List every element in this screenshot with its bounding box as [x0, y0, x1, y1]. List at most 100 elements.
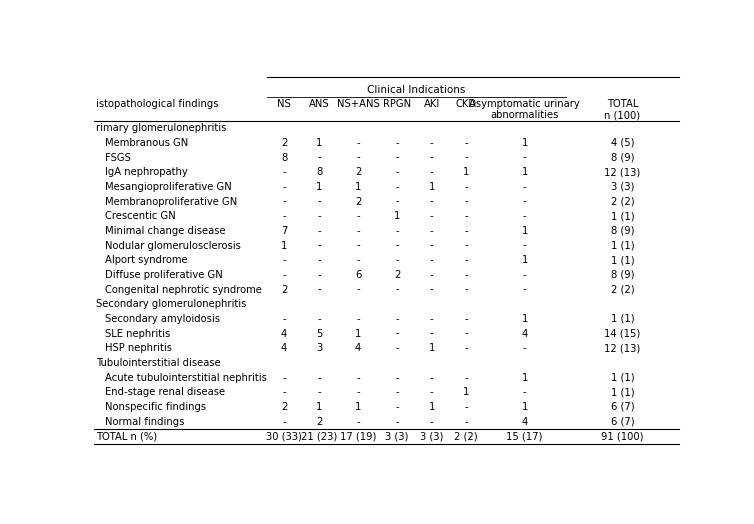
Text: CKD: CKD: [455, 99, 477, 109]
Text: 1: 1: [522, 314, 528, 324]
Text: -: -: [430, 285, 434, 294]
Text: -: -: [317, 211, 321, 221]
Text: -: -: [395, 167, 399, 177]
Text: -: -: [430, 387, 434, 397]
Text: -: -: [317, 270, 321, 280]
Text: -: -: [464, 402, 467, 412]
Text: Congenital nephrotic syndrome: Congenital nephrotic syndrome: [105, 285, 262, 294]
Text: AKI: AKI: [424, 99, 440, 109]
Text: -: -: [430, 241, 434, 250]
Text: Normal findings: Normal findings: [105, 417, 184, 427]
Text: -: -: [357, 211, 360, 221]
Text: -: -: [430, 314, 434, 324]
Text: 6: 6: [355, 270, 361, 280]
Text: IgA nephropathy: IgA nephropathy: [105, 167, 188, 177]
Text: -: -: [464, 152, 467, 162]
Text: 1: 1: [428, 343, 435, 353]
Text: Asymptomatic urinary
abnormalities: Asymptomatic urinary abnormalities: [469, 99, 580, 121]
Text: 1: 1: [522, 226, 528, 236]
Text: -: -: [282, 314, 286, 324]
Text: -: -: [464, 373, 467, 383]
Text: -: -: [395, 417, 399, 427]
Text: -: -: [523, 211, 526, 221]
Text: -: -: [357, 226, 360, 236]
Text: 2: 2: [281, 285, 287, 294]
Text: 1: 1: [281, 241, 287, 250]
Text: -: -: [282, 196, 286, 206]
Text: 1: 1: [316, 182, 323, 192]
Text: 8: 8: [316, 167, 323, 177]
Text: Membranoproliferative GN: Membranoproliferative GN: [105, 196, 237, 206]
Text: Nonspecific findings: Nonspecific findings: [105, 402, 206, 412]
Text: 2: 2: [355, 196, 361, 206]
Text: 1 (1): 1 (1): [611, 387, 634, 397]
Text: -: -: [357, 373, 360, 383]
Text: -: -: [395, 314, 399, 324]
Text: FSGS: FSGS: [105, 152, 130, 162]
Text: 12 (13): 12 (13): [605, 343, 641, 353]
Text: -: -: [357, 241, 360, 250]
Text: -: -: [523, 152, 526, 162]
Text: -: -: [464, 314, 467, 324]
Text: Minimal change disease: Minimal change disease: [105, 226, 225, 236]
Text: 7: 7: [281, 226, 287, 236]
Text: 1: 1: [316, 402, 323, 412]
Text: 1: 1: [463, 167, 469, 177]
Text: -: -: [357, 285, 360, 294]
Text: 1: 1: [355, 402, 361, 412]
Text: -: -: [395, 138, 399, 148]
Text: -: -: [282, 255, 286, 265]
Text: -: -: [430, 211, 434, 221]
Text: 1 (1): 1 (1): [611, 211, 634, 221]
Text: 3 (3): 3 (3): [385, 431, 409, 441]
Text: -: -: [523, 343, 526, 353]
Text: -: -: [357, 152, 360, 162]
Text: 6 (7): 6 (7): [611, 417, 634, 427]
Text: -: -: [395, 255, 399, 265]
Text: -: -: [395, 285, 399, 294]
Text: -: -: [317, 255, 321, 265]
Text: -: -: [282, 182, 286, 192]
Text: -: -: [430, 329, 434, 339]
Text: 21 (23): 21 (23): [301, 431, 337, 441]
Text: -: -: [523, 241, 526, 250]
Text: Crescentic GN: Crescentic GN: [105, 211, 176, 221]
Text: 17 (19): 17 (19): [340, 431, 376, 441]
Text: Diffuse proliferative GN: Diffuse proliferative GN: [105, 270, 222, 280]
Text: -: -: [395, 387, 399, 397]
Text: 2: 2: [355, 167, 361, 177]
Text: 14 (15): 14 (15): [605, 329, 641, 339]
Text: 1 (1): 1 (1): [611, 373, 634, 383]
Text: 8 (9): 8 (9): [611, 152, 634, 162]
Text: 3 (3): 3 (3): [420, 431, 443, 441]
Text: -: -: [282, 387, 286, 397]
Text: 1 (1): 1 (1): [611, 314, 634, 324]
Text: 1: 1: [522, 255, 528, 265]
Text: -: -: [395, 373, 399, 383]
Text: 3 (3): 3 (3): [611, 182, 634, 192]
Text: -: -: [282, 167, 286, 177]
Text: -: -: [464, 241, 467, 250]
Text: 1: 1: [355, 329, 361, 339]
Text: -: -: [464, 343, 467, 353]
Text: -: -: [357, 314, 360, 324]
Text: -: -: [430, 152, 434, 162]
Text: 15 (17): 15 (17): [507, 431, 543, 441]
Text: 8: 8: [281, 152, 287, 162]
Text: -: -: [430, 196, 434, 206]
Text: 2 (2): 2 (2): [611, 285, 634, 294]
Text: -: -: [464, 329, 467, 339]
Text: Nodular glomerulosclerosis: Nodular glomerulosclerosis: [105, 241, 241, 250]
Text: NS: NS: [277, 99, 291, 109]
Text: 4 (5): 4 (5): [611, 138, 634, 148]
Text: 2: 2: [394, 270, 400, 280]
Text: -: -: [430, 270, 434, 280]
Text: -: -: [282, 270, 286, 280]
Text: -: -: [464, 285, 467, 294]
Text: -: -: [357, 417, 360, 427]
Text: 1: 1: [394, 211, 400, 221]
Text: -: -: [282, 373, 286, 383]
Text: Acute tubulointerstitial nephritis: Acute tubulointerstitial nephritis: [105, 373, 267, 383]
Text: Secondary glomerulonephritis: Secondary glomerulonephritis: [96, 299, 247, 309]
Text: 1 (1): 1 (1): [611, 255, 634, 265]
